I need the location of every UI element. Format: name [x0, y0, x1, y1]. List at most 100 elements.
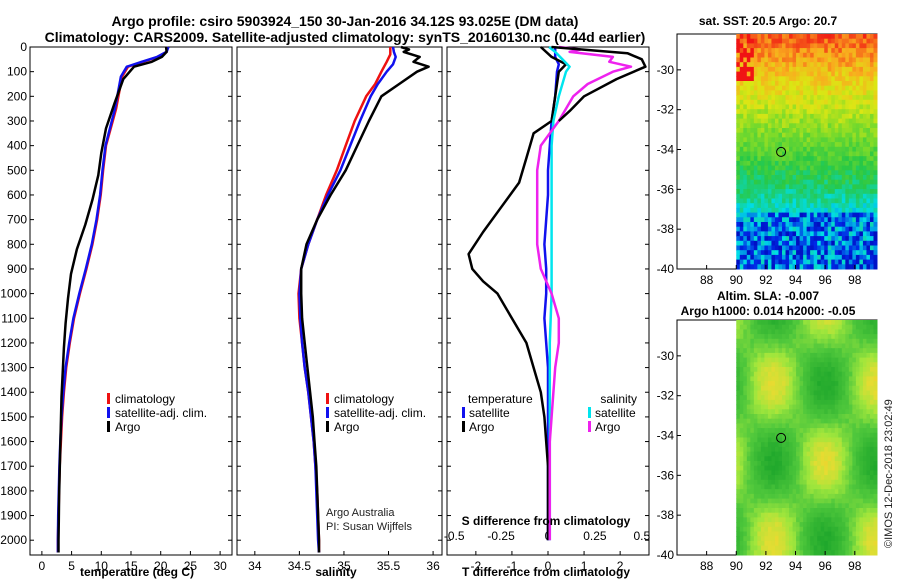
map-cell	[859, 503, 864, 509]
map-cell	[866, 250, 871, 256]
map-cell	[831, 418, 836, 424]
map-cell	[739, 526, 744, 532]
map-cell	[789, 48, 794, 54]
map-cell	[803, 404, 808, 410]
map-cell	[753, 118, 758, 124]
map-cell	[810, 43, 815, 49]
map-cell	[789, 352, 794, 359]
map-cell	[866, 231, 871, 237]
map-cell	[796, 142, 801, 148]
map-cell	[799, 329, 804, 335]
map-cell	[739, 231, 744, 237]
map-cell	[848, 517, 853, 523]
map-cell	[736, 475, 741, 481]
map-cell	[824, 362, 829, 368]
map-cell	[782, 536, 787, 542]
map-cell	[820, 376, 825, 382]
map-cell	[803, 338, 808, 344]
map-cell	[855, 390, 860, 396]
map-cell	[799, 52, 804, 58]
map-cell	[810, 99, 815, 105]
map-cell	[736, 109, 741, 115]
map-cell	[785, 531, 790, 537]
map-cell	[855, 118, 860, 124]
map-cell	[757, 522, 762, 528]
map-cell	[866, 85, 871, 91]
map-cell	[866, 367, 871, 373]
map-cell	[810, 137, 815, 143]
map-cell	[739, 222, 744, 228]
map-cell	[848, 362, 853, 368]
map-cell	[838, 85, 843, 91]
map-cell	[813, 461, 818, 467]
map-cell	[760, 207, 765, 214]
map-cell	[820, 348, 825, 354]
map-cell	[803, 34, 808, 40]
map-cell	[845, 38, 850, 44]
map-cell	[785, 151, 790, 157]
map-cell	[813, 99, 818, 105]
map-cell	[852, 371, 857, 377]
map-cell	[803, 240, 808, 246]
map-cell	[873, 545, 878, 551]
map-cell	[820, 226, 825, 232]
map-cell	[862, 132, 867, 138]
map-cell	[806, 451, 811, 457]
map-cell	[869, 399, 874, 406]
map-cell	[810, 498, 815, 504]
map-cell	[831, 512, 836, 518]
map-cell	[796, 38, 801, 44]
map-cell	[820, 320, 825, 326]
map-cell	[760, 245, 765, 251]
map-cell	[796, 381, 801, 387]
x-tick-label: 35.5	[377, 559, 401, 573]
map-cell	[739, 132, 744, 138]
map-cell	[753, 451, 758, 457]
map-cell	[792, 76, 797, 82]
map-cell	[873, 57, 878, 63]
map-cell	[866, 446, 871, 453]
salinity-legend: climatology satellite-adj. clim. Argo	[326, 392, 426, 434]
map-cell	[736, 123, 741, 129]
map-cell	[760, 404, 765, 410]
map-cell	[852, 259, 857, 265]
map-cell	[778, 184, 783, 190]
map-cell	[827, 352, 832, 359]
map-cell	[820, 113, 825, 120]
map-cell	[753, 352, 758, 359]
map-cell	[813, 81, 818, 87]
map-cell	[796, 179, 801, 185]
map-cell	[873, 156, 878, 162]
map-cell	[831, 428, 836, 434]
map-cell	[824, 48, 829, 54]
map-cell	[852, 240, 857, 246]
map-cell	[862, 142, 867, 148]
map-cell	[834, 475, 839, 481]
map-cell	[813, 479, 818, 485]
map-cell	[869, 475, 874, 481]
map-cell	[852, 437, 857, 443]
map-cell	[810, 104, 815, 110]
map-cell	[873, 62, 878, 68]
map-cell	[789, 414, 794, 420]
map-cell	[827, 113, 832, 120]
map-cell	[869, 385, 874, 391]
map-cell	[796, 357, 801, 363]
map-cell	[838, 390, 843, 396]
map-cell	[855, 132, 860, 138]
map-cell	[782, 128, 787, 134]
map-cell	[866, 212, 871, 218]
map-cell	[817, 526, 822, 532]
map-cell	[746, 170, 751, 176]
map-cell	[845, 371, 850, 377]
map-cell	[824, 526, 829, 532]
map-cell	[736, 470, 741, 476]
map-cell	[838, 493, 843, 500]
map-cell	[746, 418, 751, 424]
map-cell	[841, 156, 846, 162]
map-cell	[866, 498, 871, 504]
map-cell	[767, 526, 772, 532]
map-cell	[743, 320, 748, 326]
map-cell	[848, 95, 853, 101]
map-cell	[739, 461, 744, 467]
